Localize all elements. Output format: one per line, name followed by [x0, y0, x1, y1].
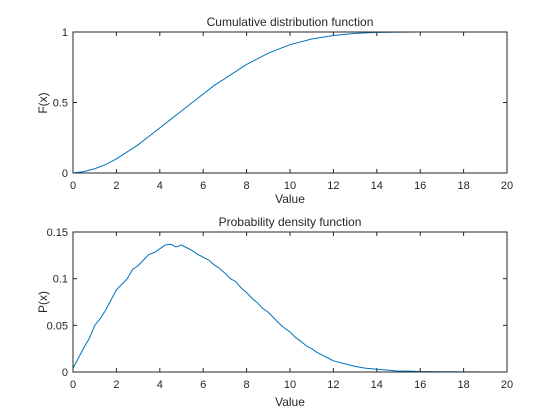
pdf-y-tick-label: 0.1	[53, 274, 68, 286]
pdf-x-tick-label: 0	[70, 379, 76, 391]
pdf-x-ticks: 0 2 4 6 8 10 12 14 16 18 20	[70, 232, 513, 391]
pdf-title: Probability density function	[219, 215, 362, 229]
cdf-x-tick-label: 18	[457, 180, 469, 192]
pdf-x-tick-label: 4	[157, 379, 163, 391]
pdf-x-tick-label: 20	[501, 379, 513, 391]
cdf-x-tick-label: 14	[371, 180, 383, 192]
cdf-axes-box	[72, 31, 508, 174]
cdf-x-tick-label: 12	[327, 180, 339, 192]
pdf-x-tick-label: 14	[371, 379, 383, 391]
cdf-x-tick-label: 16	[414, 180, 426, 192]
pdf-x-tick-label: 18	[457, 379, 469, 391]
cdf-title: Cumulative distribution function	[207, 15, 374, 29]
pdf-x-axis-label: Value	[275, 395, 305, 409]
pdf-axes: Probability density function Value P(x) …	[36, 215, 513, 409]
cdf-x-tick-label: 0	[70, 180, 76, 192]
pdf-x-tick-label: 2	[113, 379, 119, 391]
pdf-x-tick-label: 8	[244, 379, 250, 391]
cdf-y-tick-label: 0	[62, 168, 68, 180]
cdf-x-tick-label: 4	[157, 180, 163, 192]
pdf-x-tick-label: 16	[414, 379, 426, 391]
cdf-axes: Cumulative distribution function Value F…	[36, 15, 513, 206]
cdf-x-ticks: 0 2 4 6 8 10 12 14 16 18 20	[70, 32, 513, 192]
cdf-x-tick-label: 2	[113, 180, 119, 192]
pdf-y-tick-label: 0	[62, 367, 68, 379]
cdf-y-tick-label: 1	[62, 27, 68, 39]
cdf-x-tick-label: 10	[284, 180, 296, 192]
cdf-y-ticks: 00.51	[53, 27, 507, 180]
cdf-x-tick-label: 6	[200, 180, 206, 192]
pdf-y-tick-label: 0.15	[47, 227, 68, 239]
cdf-x-tick-label: 20	[501, 180, 513, 192]
cdf-y-axis-label: F(x)	[36, 92, 50, 113]
pdf-x-tick-label: 6	[200, 379, 206, 391]
cdf-y-tick-label: 0.5	[53, 98, 68, 110]
cdf-series-line	[72, 31, 507, 174]
pdf-y-tick-label: 0.05	[47, 320, 68, 332]
pdf-series-line	[72, 243, 507, 373]
pdf-y-ticks: 0 0.05 0.1 0.15	[47, 227, 507, 379]
pdf-axes-box	[72, 231, 508, 373]
pdf-x-tick-label: 10	[284, 379, 296, 391]
cdf-x-tick-label: 8	[244, 180, 250, 192]
pdf-x-tick-label: 12	[327, 379, 339, 391]
cdf-x-axis-label: Value	[275, 192, 305, 206]
pdf-y-axis-label: P(x)	[36, 291, 50, 313]
